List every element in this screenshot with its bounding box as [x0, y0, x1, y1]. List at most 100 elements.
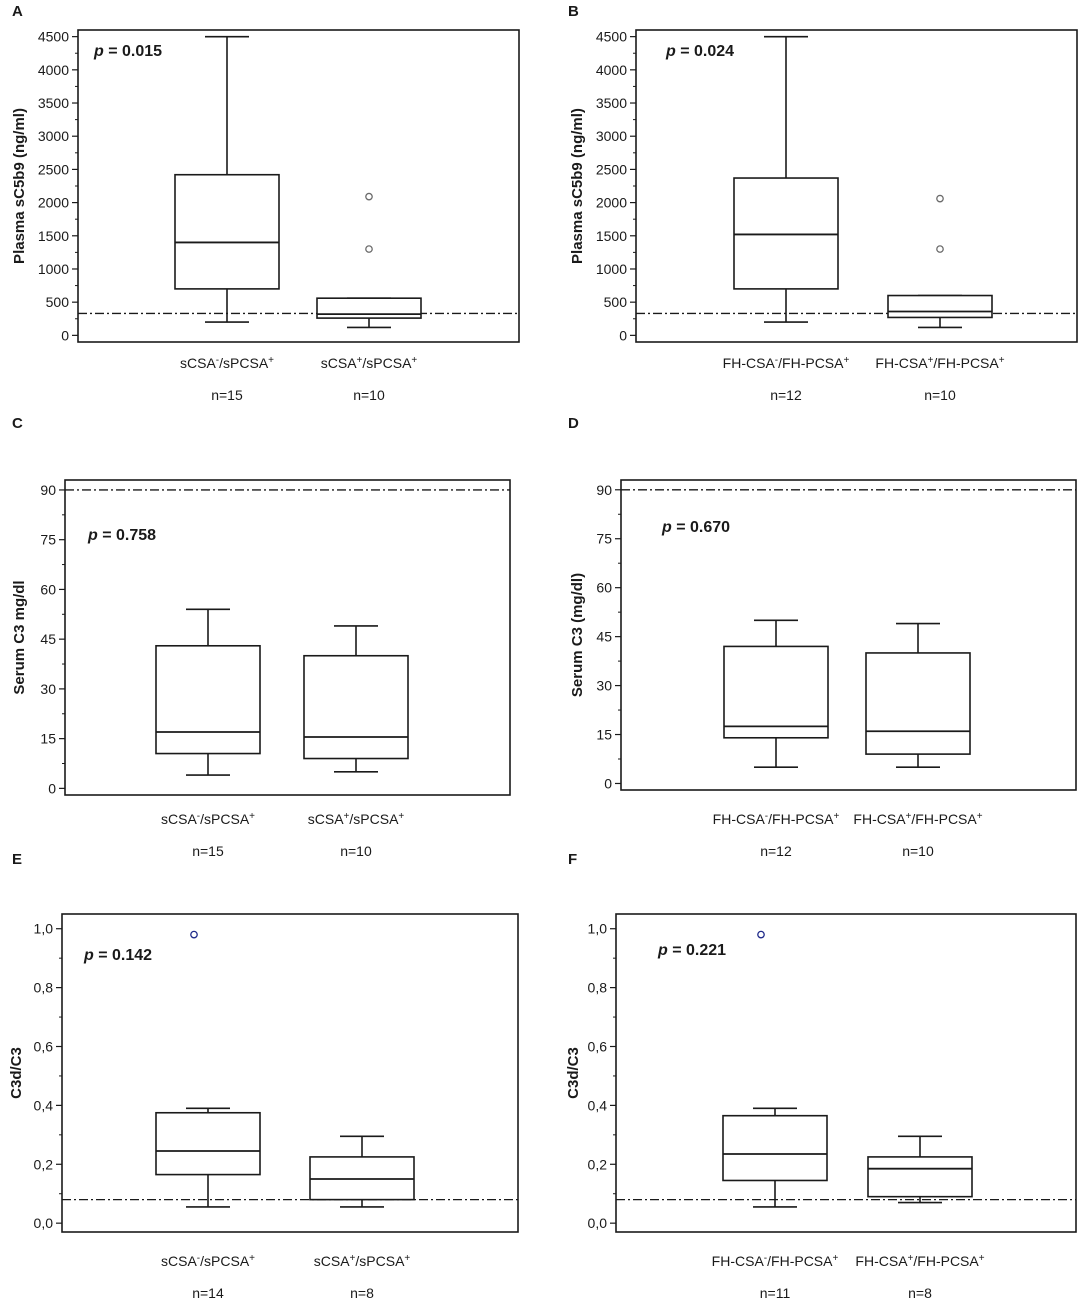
y-tick-label: 0,2 [588, 1156, 608, 1172]
box-group-2: sCSA+/sPCSA+ n=8 [309, 1135, 415, 1301]
y-tick-label: 90 [596, 482, 612, 498]
y-tick-label: 90 [40, 482, 56, 498]
y-tick-label: 15 [596, 727, 612, 743]
y-tick-label: 2500 [38, 161, 69, 177]
y-tick-label: 0,8 [588, 980, 608, 996]
iqr-box [174, 173, 280, 290]
outlier-point [936, 194, 944, 203]
panel-B: B 0 500 1000 1500 2000 2500 3000 3500 4000 4500 Pla… [568, 3, 1078, 403]
y-tick-label: 1500 [596, 228, 627, 244]
y-tick-label: 3500 [38, 95, 69, 111]
y-tick-label: 1,0 [34, 921, 54, 937]
p-value: p = 0.142 [83, 947, 152, 964]
y-axis-label: Plasma sC5b9 (ng/ml) [569, 108, 586, 264]
box-group-1: sCSA-/sPCSA+ n=15 [174, 35, 280, 403]
n-label: n=8 [350, 1285, 374, 1301]
panel-letter: E [12, 851, 22, 868]
y-tick-label: 75 [596, 531, 612, 547]
p-value: p = 0.758 [87, 527, 156, 544]
y-tick-label: 0 [48, 780, 56, 796]
iqr-box [865, 652, 971, 755]
outlier-point [936, 245, 944, 253]
category-label: sCSA+/sPCSA+ [314, 1253, 411, 1270]
y-axis-label: C3d/C3 [565, 1047, 582, 1099]
y-tick-label: 0 [604, 775, 612, 791]
y-tick-label: 60 [596, 580, 612, 596]
box-group-1: FH-CSA-/FH-PCSA+ n=11 [712, 930, 839, 1301]
panel-letter: A [12, 3, 23, 20]
p-value: p = 0.670 [661, 519, 730, 536]
category-label: sCSA+/sPCSA+ [308, 811, 405, 828]
y-tick-label: 1000 [596, 261, 627, 277]
y-tick-label: 30 [40, 681, 56, 697]
n-label: n=14 [192, 1285, 224, 1301]
outlier-point [365, 245, 373, 253]
y-axis-label: Serum C3 mg/dl [11, 580, 28, 694]
y-tick-label: 0,2 [34, 1156, 54, 1172]
category-label: FH-CSA+/FH-PCSA+ [855, 1253, 984, 1270]
box-group-1: FH-CSA-/FH-PCSA+ n=12 [713, 619, 840, 859]
category-label: sCSA-/sPCSA+ [161, 811, 255, 828]
y-tick-label: 0,4 [34, 1097, 54, 1113]
y-tick-label: 3500 [596, 95, 627, 111]
y-tick-label: 0,6 [588, 1039, 608, 1055]
category-label: FH-CSA-/FH-PCSA+ [712, 1253, 839, 1270]
y-tick-label: 3000 [596, 128, 627, 144]
p-value: p = 0.024 [665, 43, 734, 60]
n-label: n=15 [192, 843, 224, 859]
y-tick-label: 4000 [38, 62, 69, 78]
p-value: p = 0.015 [93, 43, 162, 60]
y-tick-label: 75 [40, 532, 56, 548]
y-tick-label: 15 [40, 731, 56, 747]
y-tick-label: 1,0 [588, 921, 608, 937]
plot-frame [635, 29, 1078, 343]
iqr-box [887, 294, 993, 319]
y-axis-label: Plasma sC5b9 (ng/ml) [11, 108, 28, 264]
category-label: FH-CSA+/FH-PCSA+ [875, 355, 1004, 372]
n-label: n=12 [770, 387, 802, 403]
outlier-point [757, 930, 765, 939]
category-label: sCSA-/sPCSA+ [161, 1253, 255, 1270]
panel-A: A 0 500 1000 1500 2000 2500 3000 3500 4000 4500 Pla… [11, 3, 520, 403]
panel-letter: B [568, 3, 579, 20]
n-label: n=10 [353, 387, 385, 403]
box-group-1: FH-CSA-/FH-PCSA+ n=12 [723, 35, 850, 403]
iqr-box [303, 654, 409, 760]
plot-frame [61, 913, 519, 1233]
n-label: n=10 [902, 843, 934, 859]
p-value: p = 0.221 [657, 942, 726, 959]
n-label: n=8 [908, 1285, 932, 1301]
y-axis-label: Serum C3 (mg/dl) [569, 573, 586, 697]
box-group-2: FH-CSA+/FH-PCSA+ n=10 [875, 194, 1005, 403]
y-tick-label: 4500 [596, 29, 627, 45]
y-tick-label: 0,8 [34, 980, 54, 996]
y-tick-label: 0,4 [588, 1097, 608, 1113]
panel-D: D 0 15 30 45 60 75 90 Serum C3 (mg/dl) p = 0.670 F… [568, 415, 1077, 859]
y-tick-label: 500 [604, 294, 628, 310]
y-tick-label: 0 [61, 327, 69, 343]
category-label: FH-CSA-/FH-PCSA+ [713, 811, 840, 828]
panel-letter: C [12, 415, 23, 432]
y-tick-label: 0,6 [34, 1039, 54, 1055]
n-label: n=10 [340, 843, 372, 859]
n-label: n=15 [211, 387, 243, 403]
y-tick-label: 3000 [38, 128, 69, 144]
y-tick-label: 4500 [38, 29, 69, 45]
plot-frame [64, 479, 511, 796]
outlier-point [365, 192, 373, 201]
plot-frame [620, 479, 1077, 791]
n-label: n=12 [760, 843, 792, 859]
y-tick-label: 4000 [596, 62, 627, 78]
box-group-1: sCSA-/sPCSA+ n=14 [155, 930, 261, 1301]
panel-letter: F [568, 851, 577, 868]
iqr-box [155, 644, 261, 755]
n-label: n=11 [760, 1285, 791, 1301]
plot-frame [77, 29, 520, 343]
box-group-2: FH-CSA+/FH-PCSA+ n=8 [855, 1135, 985, 1301]
category-label: FH-CSA-/FH-PCSA+ [723, 355, 850, 372]
outlier-point [190, 930, 198, 939]
box-group-1: sCSA-/sPCSA+ n=15 [155, 608, 261, 859]
